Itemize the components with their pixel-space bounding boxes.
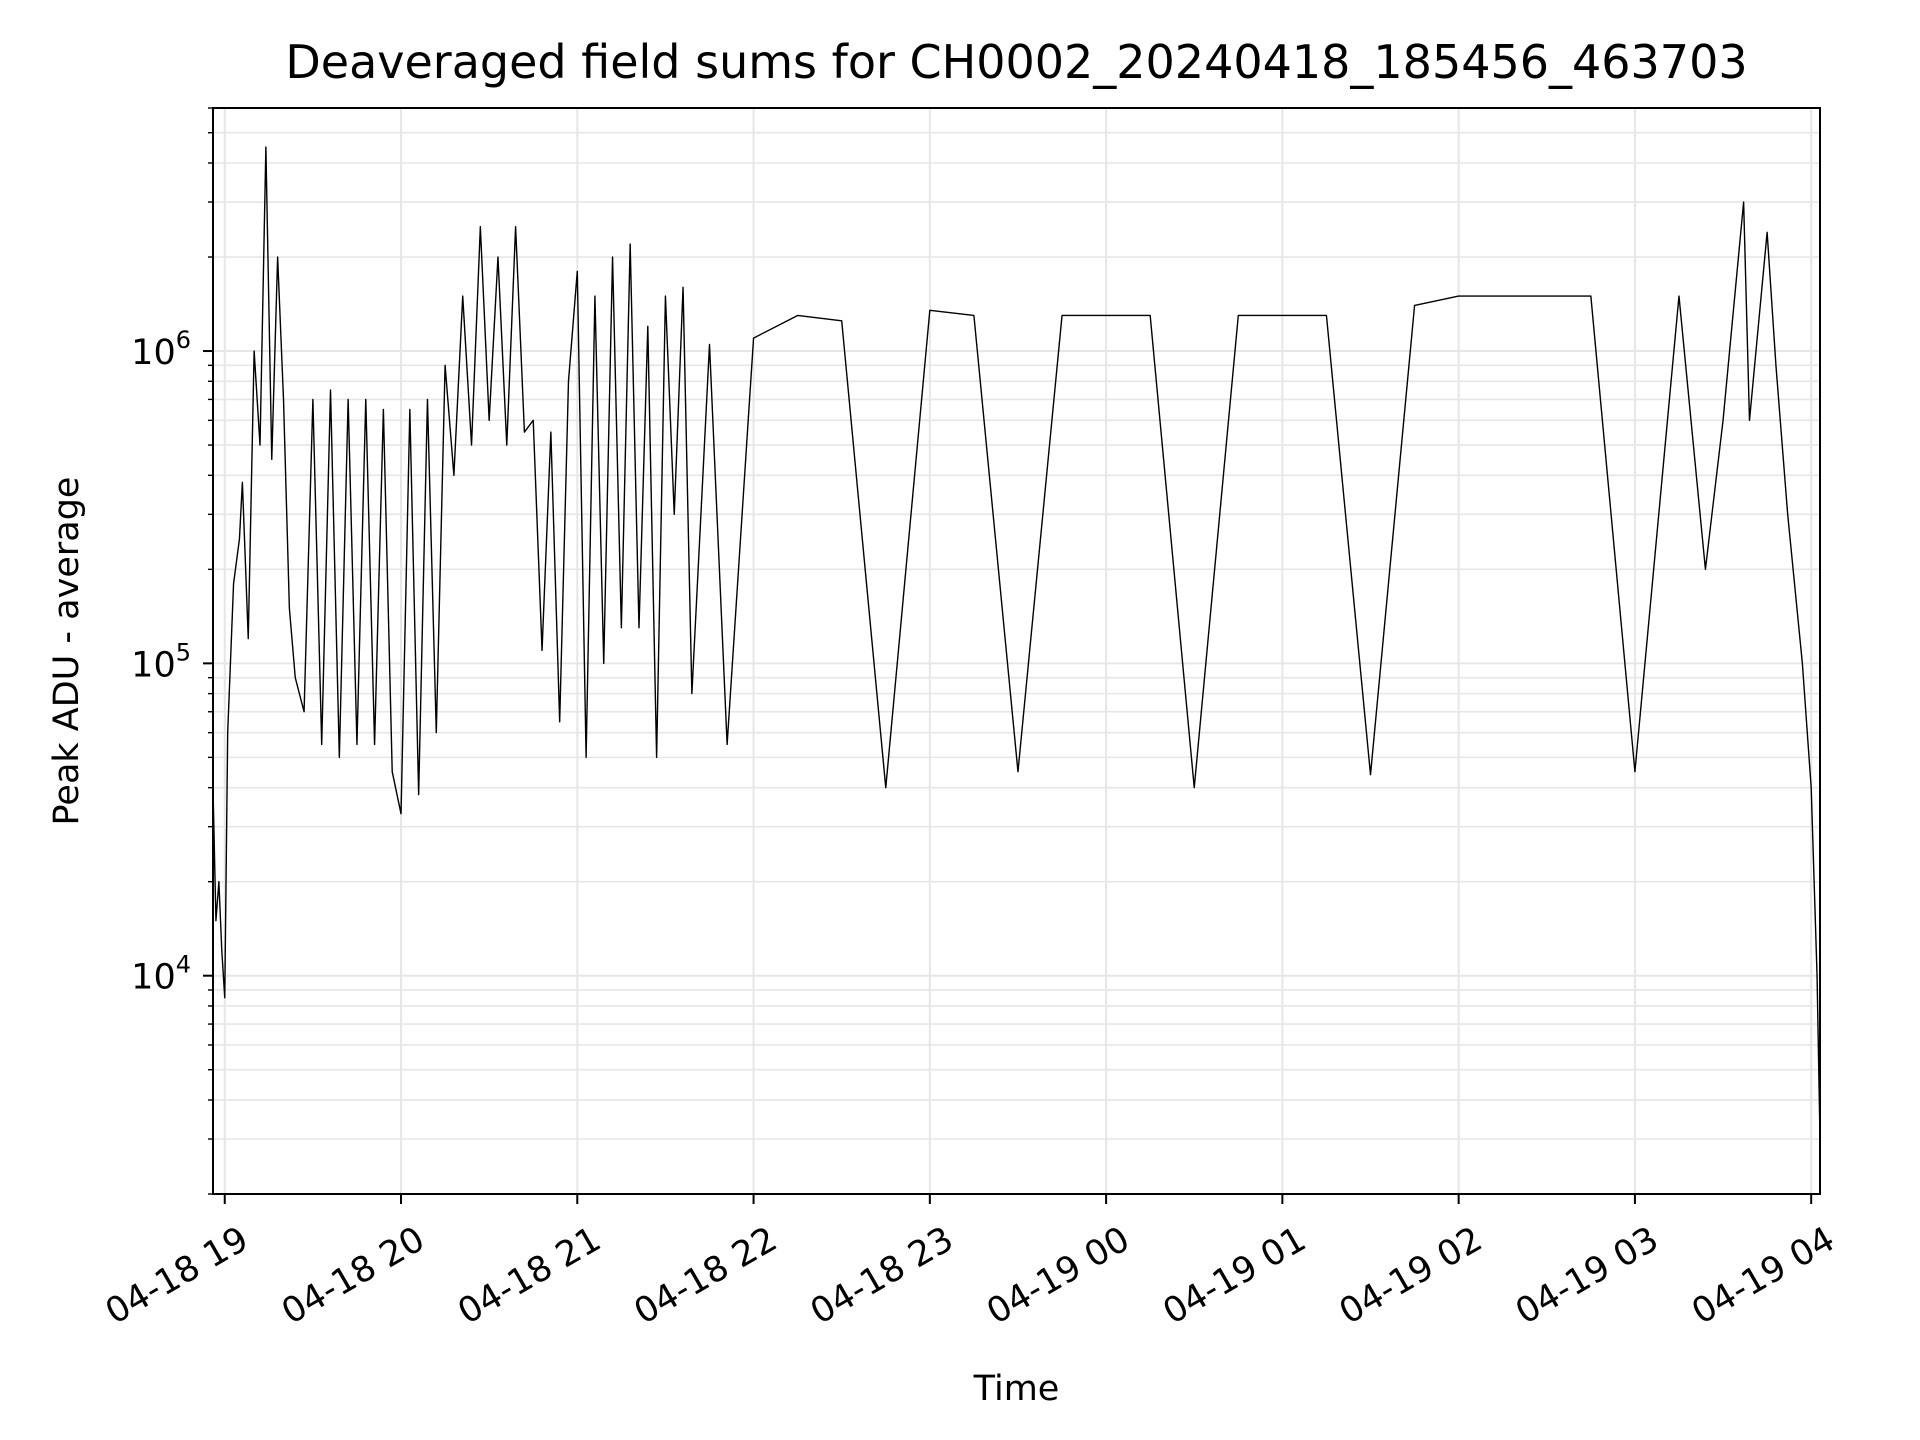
y-axis-label: Peak ADU - average [47,477,87,826]
y-tick-label: 106 [131,326,191,373]
series-line [212,146,1821,1140]
y-tick-label: 105 [131,638,191,685]
plot-area [212,146,1821,1140]
x-axis-label: Time [973,1369,1060,1409]
y-tick-label: 104 [131,951,191,998]
axes-frame [212,107,1821,1195]
chart-title: Deaveraged field sums for CH0002_2024041… [285,35,1747,89]
